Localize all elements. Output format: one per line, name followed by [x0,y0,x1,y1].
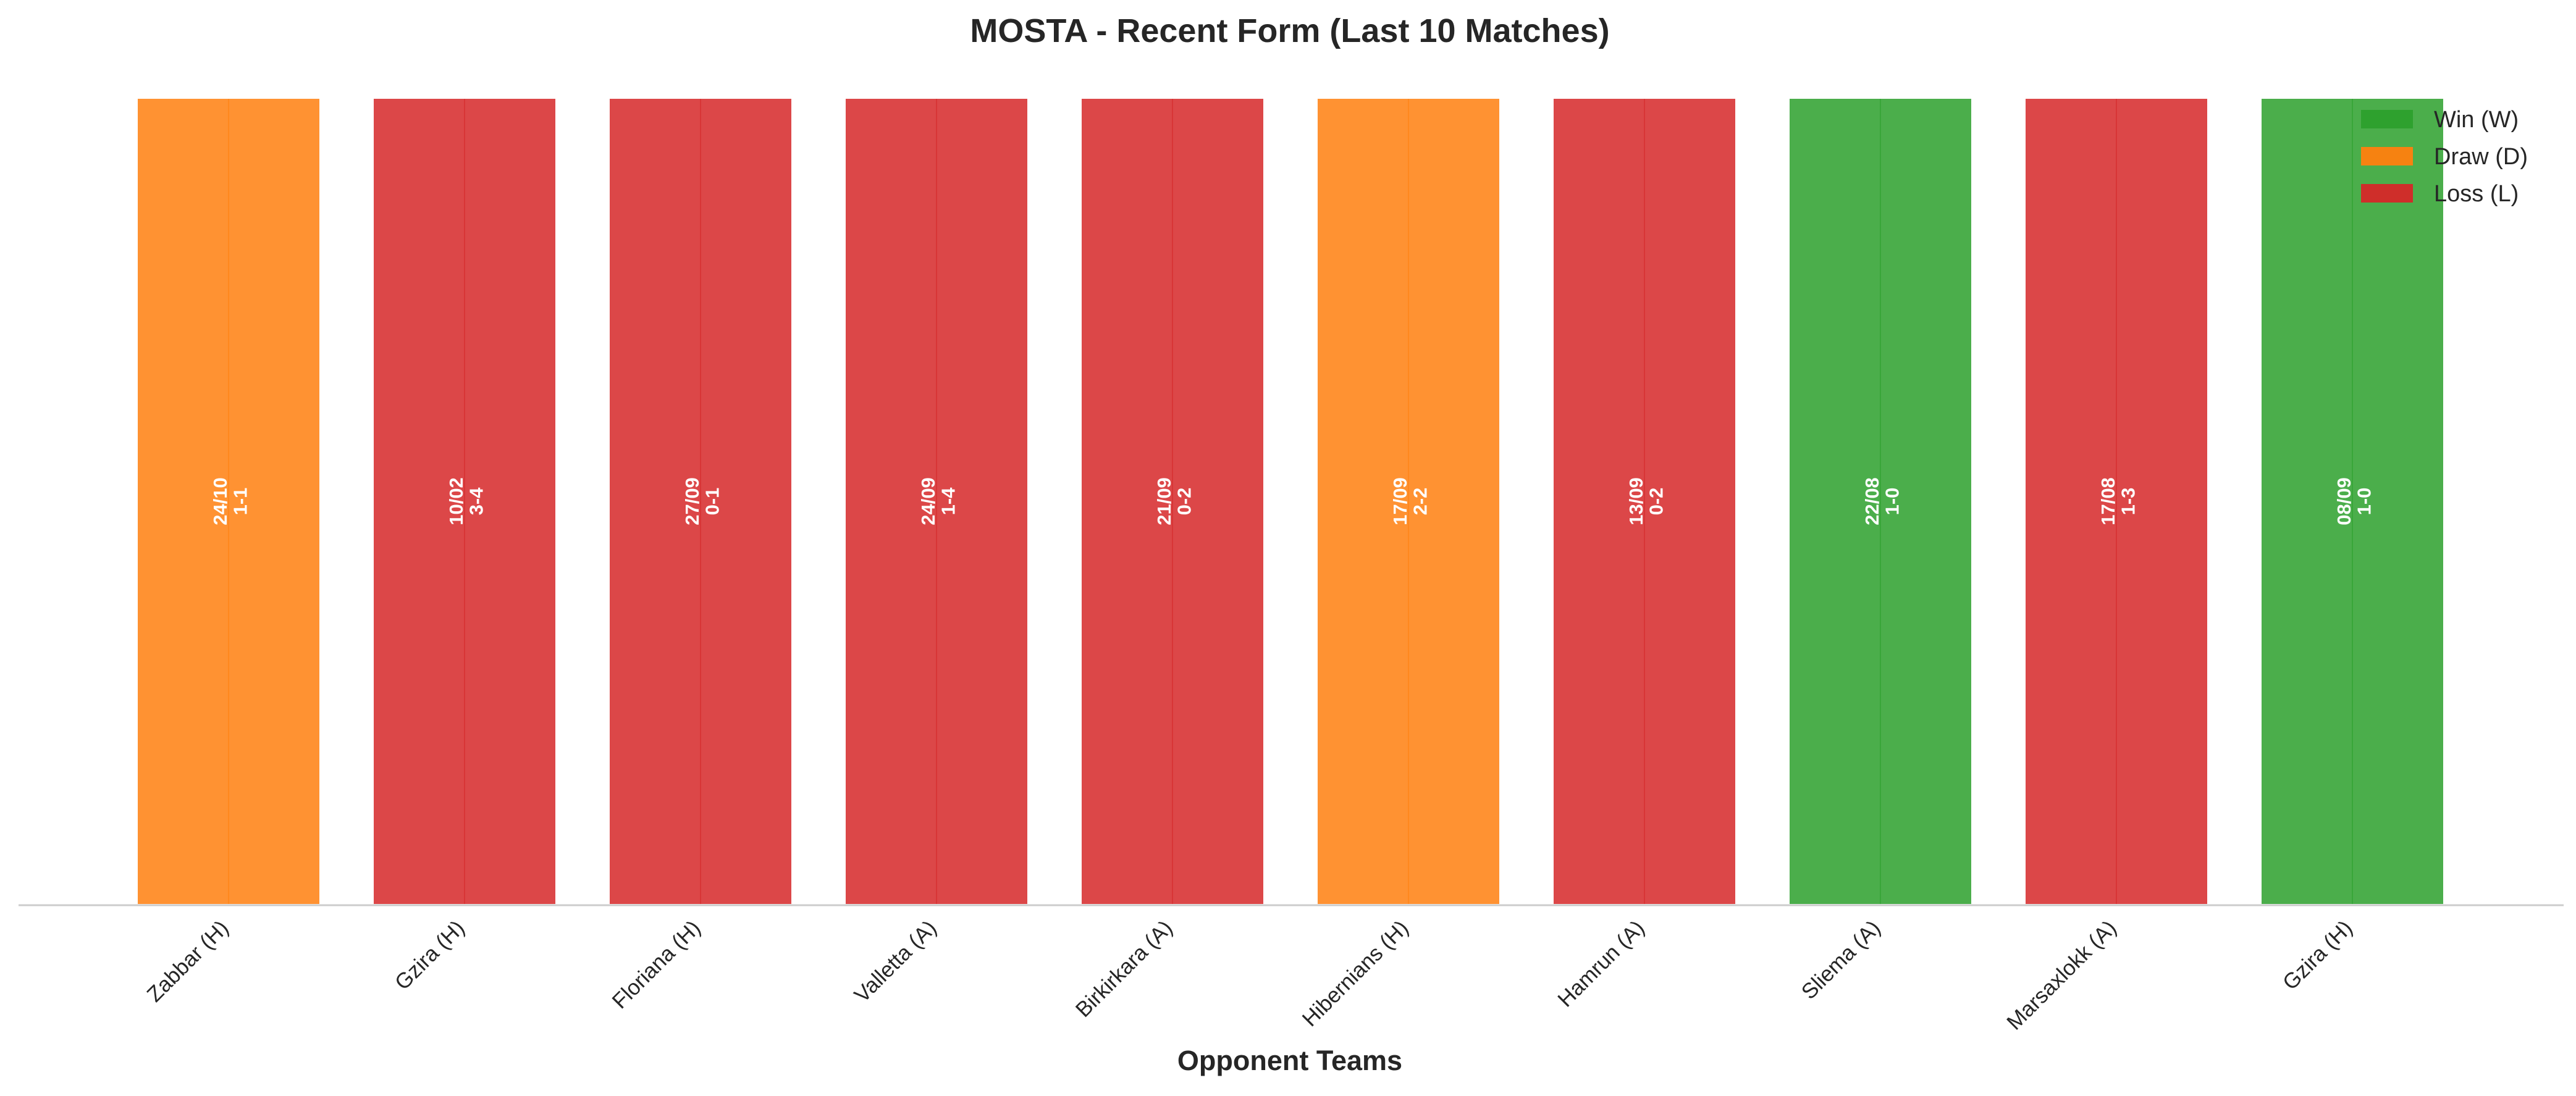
bar-data-label: 10/023-4 [445,477,487,525]
bar-score-label: 1-1 [229,488,251,516]
bar-date-label: 10/02 [445,477,467,525]
x-tick-label: Valletta (A) [849,916,941,1007]
x-tick-label: Zabbar (H) [142,916,233,1006]
bar-data-label: 27/090-1 [681,477,723,525]
bar-date-label: 21/09 [1153,477,1175,525]
bar-date-label: 24/10 [209,477,231,525]
bar-date-label: 08/09 [2333,477,2355,525]
legend-label-l: Loss (L) [2434,181,2519,207]
bar-score-label: 1-3 [2117,488,2139,516]
x-tick-label: Hibernians (H) [1298,916,1413,1031]
bar-date-label: 27/09 [681,477,703,525]
bar-score-label: 2-2 [1409,488,1431,516]
legend-label-w: Win (W) [2434,107,2519,133]
legend-swatch-w [2361,110,2413,128]
bar-data-label: 17/092-2 [1389,477,1431,525]
bar-data-label: 21/090-2 [1153,477,1195,525]
bar-data-label: 17/081-3 [2097,477,2139,525]
x-tick-label: Sliema (A) [1797,916,1885,1004]
bar-date-label: 17/09 [1389,477,1411,525]
bar-data-label: 22/081-0 [1861,477,1903,525]
x-tick-label: Gzira (H) [2278,916,2357,995]
x-tick-label: Birkirkara (A) [1071,916,1177,1022]
x-tick-label: Hamrun (A) [1553,916,1649,1011]
x-tick-label: Marsaxlokk (A) [2002,916,2121,1035]
bar-score-label: 0-2 [1645,488,1667,516]
bars-layer [135,96,2446,906]
bar-data-label: 24/091-4 [917,477,959,525]
bar-date-label: 22/08 [1861,477,1883,525]
bar-date-label: 24/09 [917,477,939,525]
x-tick-labels-layer: Zabbar (H) Gzira (H) Floriana (H) Valletta … [142,916,2357,1035]
bar-score-label: 0-1 [701,488,723,516]
bar-labels-layer: 24/101-1 10/023-4 27/090-1 24/091-4 21/090-2… [209,477,2375,525]
bar-score-label: 0-2 [1173,488,1195,516]
bar-data-label: 24/101-1 [209,477,251,525]
legend: Win (W) Draw (D) Loss (L) [2361,107,2528,207]
x-axis-label: Opponent Teams [1177,1045,1402,1076]
x-tick-label: Gzira (H) [390,916,469,995]
x-tick-label: Floriana (H) [607,916,705,1013]
legend-swatch-d [2361,147,2413,165]
bar-date-label: 13/09 [1625,477,1647,525]
legend-swatch-l [2361,184,2413,203]
legend-label-d: Draw (D) [2434,144,2528,170]
bar-score-label: 1-0 [1881,488,1903,516]
bar-score-label: 1-4 [937,487,959,516]
chart-title: MOSTA - Recent Form (Last 10 Matches) [970,12,1609,49]
bar-date-label: 17/08 [2097,477,2119,525]
bar-data-label: 08/091-0 [2333,477,2375,525]
bar-data-label: 13/090-2 [1625,477,1667,525]
bar-score-label: 3-4 [465,487,487,516]
bar-score-label: 1-0 [2353,488,2375,516]
